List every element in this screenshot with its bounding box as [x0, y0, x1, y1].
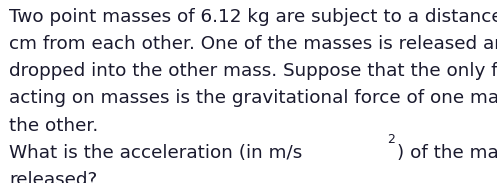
Text: released?: released?: [9, 171, 97, 183]
Text: acting on masses is the gravitational force of one mass due to: acting on masses is the gravitational fo…: [9, 89, 497, 107]
Text: the other.: the other.: [9, 117, 98, 135]
Text: 2: 2: [387, 133, 395, 146]
Text: ) of the mass just as it is: ) of the mass just as it is: [398, 144, 497, 162]
Text: Two point masses of 6.12 kg are subject to a distance of 21.5: Two point masses of 6.12 kg are subject …: [9, 8, 497, 26]
Text: cm from each other. One of the masses is released and: cm from each other. One of the masses is…: [9, 35, 497, 53]
Text: What is the acceleration (in m/s: What is the acceleration (in m/s: [9, 144, 302, 162]
Text: dropped into the other mass. Suppose that the only force: dropped into the other mass. Suppose tha…: [9, 62, 497, 80]
